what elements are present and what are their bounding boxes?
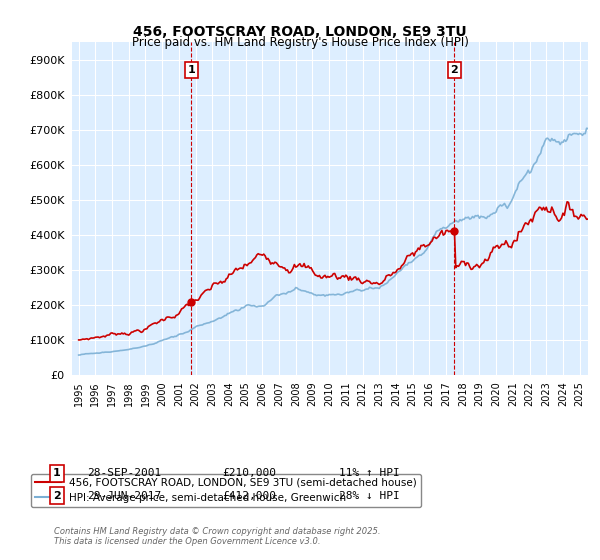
Text: 1: 1 xyxy=(53,468,61,478)
Text: 28-SEP-2001: 28-SEP-2001 xyxy=(87,468,161,478)
Text: 1: 1 xyxy=(188,65,195,75)
Text: Contains HM Land Registry data © Crown copyright and database right 2025.
This d: Contains HM Land Registry data © Crown c… xyxy=(54,526,380,546)
Text: 2: 2 xyxy=(53,491,61,501)
Text: 28% ↓ HPI: 28% ↓ HPI xyxy=(339,491,400,501)
Text: Price paid vs. HM Land Registry's House Price Index (HPI): Price paid vs. HM Land Registry's House … xyxy=(131,36,469,49)
Text: 29-JUN-2017: 29-JUN-2017 xyxy=(87,491,161,501)
Text: 11% ↑ HPI: 11% ↑ HPI xyxy=(339,468,400,478)
Text: 456, FOOTSCRAY ROAD, LONDON, SE9 3TU: 456, FOOTSCRAY ROAD, LONDON, SE9 3TU xyxy=(133,25,467,39)
Text: £412,000: £412,000 xyxy=(222,491,276,501)
Legend: 456, FOOTSCRAY ROAD, LONDON, SE9 3TU (semi-detached house), HPI: Average price, : 456, FOOTSCRAY ROAD, LONDON, SE9 3TU (se… xyxy=(31,474,421,507)
Text: £210,000: £210,000 xyxy=(222,468,276,478)
Text: 2: 2 xyxy=(451,65,458,75)
